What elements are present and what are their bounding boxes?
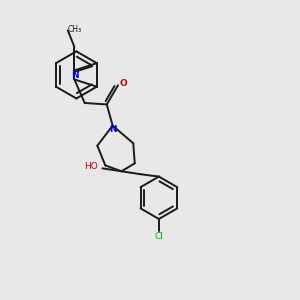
- Text: Cl: Cl: [154, 232, 163, 241]
- Text: N: N: [110, 125, 117, 134]
- Text: O: O: [119, 79, 127, 88]
- Text: CH₃: CH₃: [67, 26, 81, 34]
- Text: HO: HO: [84, 162, 98, 171]
- Text: N: N: [71, 71, 79, 80]
